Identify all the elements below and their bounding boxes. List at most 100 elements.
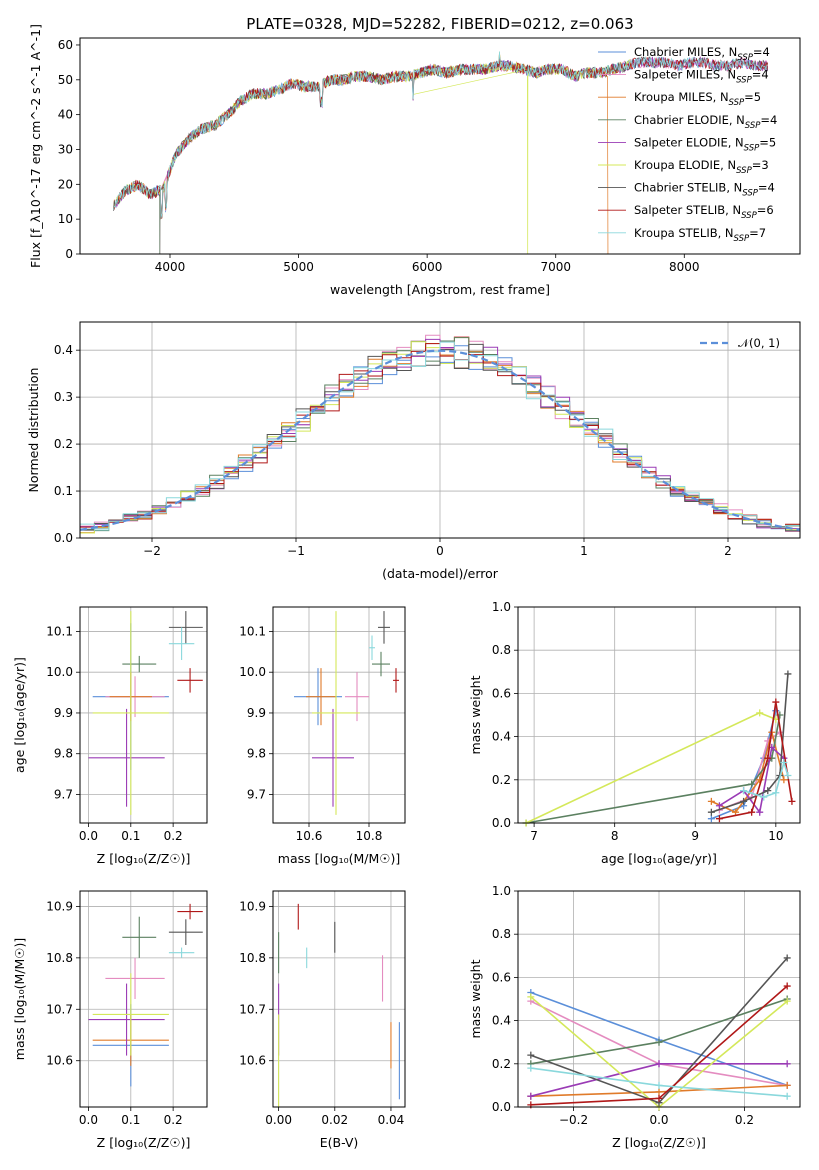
- spectrum-line: [113, 52, 609, 254]
- y-tick-label: 0.6: [492, 970, 511, 984]
- error-bar-point: [378, 611, 390, 644]
- legend-label-main: Chabrier ELODIE, N: [634, 113, 745, 127]
- error-bar-point: [92, 973, 169, 1056]
- data-point-marker: [715, 815, 723, 823]
- y-axis-label: age [log₁₀(age/yr)]: [12, 657, 27, 773]
- data-point-marker: [772, 698, 780, 706]
- x-tick-label: 0.04: [378, 1113, 405, 1127]
- grid: [80, 607, 207, 823]
- x-axis-label: mass [log₁₀(M/M☉)]: [278, 851, 400, 866]
- error-bar-point: [168, 947, 195, 958]
- grid: [273, 891, 405, 1107]
- legend-label-suffix: =4: [752, 68, 769, 82]
- x-tick-label: 10: [768, 829, 783, 843]
- error-bar-point: [393, 668, 399, 693]
- mass-vs-metallicity-panel: 0.0 0.1 0.2 10.6 10.7 10.8 10.9 Z [log₁₀(Z/Z☉)]…: [12, 890, 208, 1150]
- y-tick-label: 0.0: [54, 531, 73, 545]
- y-tick-label: 0.4: [492, 730, 511, 744]
- x-tick-label: 0.0: [649, 1113, 668, 1127]
- x-tick-label: 0: [436, 544, 444, 558]
- x-tick-label: 7000: [540, 260, 571, 274]
- legend-label-sub: SSP: [742, 189, 758, 199]
- data-point-marker: [715, 802, 723, 810]
- error-bar-point: [122, 916, 157, 958]
- error-bar-point: [369, 635, 375, 660]
- spectrum-curves: [113, 51, 769, 254]
- x-tick-label: 4000: [155, 260, 186, 274]
- legend-label-main: Kroupa MILES, N: [634, 90, 729, 104]
- histogram-steps: [80, 341, 800, 532]
- axes-frame: [79, 890, 208, 1108]
- error-bar-point: [88, 983, 165, 1056]
- y-tick-label: 10.8: [46, 951, 73, 965]
- x-tick-label: 10.8: [356, 829, 383, 843]
- axes-frame: [272, 606, 406, 824]
- y-tick-label: 9.7: [247, 787, 266, 801]
- x-tick-label: 0.1: [121, 829, 140, 843]
- data-point-marker: [527, 993, 535, 1001]
- y-tick-label: 0.4: [54, 343, 73, 357]
- y-tick-label: 10.8: [239, 951, 266, 965]
- x-tick-label: 8000: [669, 260, 700, 274]
- error-bar-point: [168, 611, 203, 644]
- x-tick-label: 0.1: [121, 1113, 140, 1127]
- legend-label-suffix: =5: [759, 135, 776, 149]
- spectrum-panel: 4000 5000 6000 7000 8000 0 10 20 30 40 50 60 wavelen…: [28, 24, 801, 297]
- legend-label: Kroupa STELIB, NSSP=7: [634, 226, 766, 244]
- x-tick-label: 0.0: [79, 1113, 98, 1127]
- axes-frame: [79, 321, 801, 539]
- legend-label-sub: SSP: [736, 76, 752, 86]
- legend-label-main: Kroupa ELODIE, N: [634, 158, 736, 172]
- y-tick-label: 10.1: [46, 624, 73, 638]
- data-point-marker: [783, 982, 791, 990]
- y-tick-label: 0.8: [492, 927, 511, 941]
- data-point-marker: [740, 787, 748, 795]
- legend-label-main: Chabrier STELIB, N: [634, 181, 742, 195]
- y-tick-label: 60: [58, 38, 73, 52]
- legend-label: Salpeter MILES, NSSP=4: [634, 68, 769, 86]
- y-tick-label: 0.2: [54, 437, 73, 451]
- y-tick-label: 50: [58, 73, 73, 87]
- x-tick-label: 0.00: [265, 1113, 292, 1127]
- y-tick-label: 0.0: [492, 816, 511, 830]
- y-tick-label: 0.4: [492, 1014, 511, 1028]
- y-tick-label: 0.2: [492, 1057, 511, 1071]
- data-point-marker: [756, 709, 764, 717]
- legend-label-suffix: =4: [758, 181, 775, 195]
- data-point-marker: [748, 780, 756, 788]
- y-tick-label: 9.7: [54, 787, 73, 801]
- y-axis-label: mass [log₁₀(M/M☉)]: [12, 938, 27, 1060]
- data-point-marker: [760, 793, 768, 801]
- error-bar-point: [168, 919, 203, 945]
- y-tick-label: 0.6: [492, 686, 511, 700]
- x-axis-label: Z [log₁₀(Z/Z☉)]: [97, 1135, 191, 1150]
- x-tick-label: 6000: [412, 260, 443, 274]
- mass-vs-extinction-panel: 0.00 0.02 0.04 10.6 10.7 10.8 10.9 E(B-V): [239, 890, 406, 1150]
- age-vs-metallicity-panel: 0.0 0.1 0.2 9.7 9.8 9.9 10.0 10.1 Z [log₁₀(Z/Z☉)…: [12, 606, 208, 866]
- data-point-marker: [732, 808, 740, 816]
- mass-weight-vs-metallicity-panel: −0.2 0.0 0.2 0.0 0.2 0.4 0.6 0.8 1.0 Z [log₁₀(Z/Z…: [468, 884, 801, 1150]
- legend-label: Salpeter ELODIE, NSSP=5: [634, 135, 776, 153]
- legend-label-sub: SSP: [737, 53, 753, 63]
- legend-label: Kroupa ELODIE, NSSP=3: [634, 158, 769, 176]
- y-tick-label: 9.9: [54, 706, 73, 720]
- data-point-marker: [527, 1064, 535, 1072]
- data-point-marker: [655, 1081, 663, 1089]
- legend-label-suffix: =4: [760, 113, 777, 127]
- y-tick-label: 10.7: [239, 1002, 266, 1016]
- axes-frame: [79, 37, 801, 255]
- figure-title: PLATE=0328, MJD=52282, FIBERID=0212, z=0…: [246, 15, 633, 33]
- legend-label: Salpeter STELIB, NSSP=6: [634, 203, 774, 221]
- x-tick-label: 7: [530, 829, 538, 843]
- y-axis-label: Normed distribution: [26, 368, 41, 493]
- y-tick-label: 9.9: [247, 706, 266, 720]
- data-point-marker: [707, 808, 715, 816]
- y-axis-label: mass weight: [468, 959, 483, 1038]
- axes-frame: [517, 606, 801, 824]
- data-point-marker: [655, 1094, 663, 1102]
- x-tick-label: −0.2: [559, 1113, 588, 1127]
- age-vs-mass-panel: 10.6 10.8 9.7 9.8 9.9 10.0 10.1 mass [log₁₀(M/M…: [239, 606, 406, 866]
- axes-frame: [517, 890, 801, 1108]
- histograms: [80, 334, 800, 537]
